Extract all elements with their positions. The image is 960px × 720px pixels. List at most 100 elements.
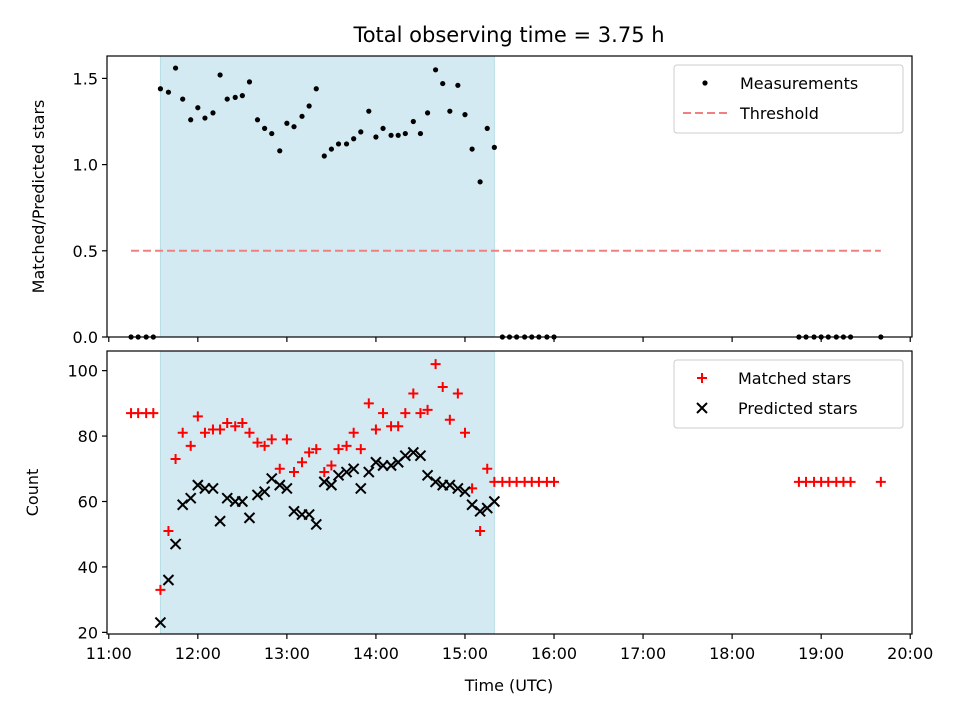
x-tick-label: 12:00: [175, 644, 221, 663]
chart-title: Total observing time = 3.75 h: [352, 23, 664, 47]
predicted-star-point: [355, 482, 367, 495]
matched-star-point: [378, 408, 389, 419]
predicted-star-point: [459, 485, 471, 498]
matched-star-point: [185, 440, 196, 451]
y-tick-label: 100: [67, 362, 98, 381]
legend-marker: [697, 373, 707, 383]
matched-star-point: [348, 427, 359, 438]
matched-star-point: [266, 434, 277, 445]
measurement-point: [306, 103, 312, 109]
measurement-point: [165, 89, 172, 95]
measurement-point: [313, 86, 319, 92]
measurement-point: [462, 112, 468, 118]
x-tick-label: 16:00: [531, 644, 577, 663]
predicted-star-point: [274, 479, 286, 491]
legend-box: [673, 64, 904, 134]
matched-star-point: [549, 476, 560, 487]
predicted-star-point: [162, 574, 175, 586]
matched-star-point: [237, 417, 248, 428]
legend-marker: [696, 402, 708, 414]
measurement-point: [210, 110, 216, 116]
predicted-star-point: [452, 482, 464, 495]
predicted-star-point: [288, 505, 300, 518]
series-matched-stars: [126, 359, 886, 595]
y-tick-label: 80: [78, 427, 98, 446]
legend-box: [673, 359, 904, 429]
measurement-point: [202, 115, 208, 121]
measurement-point: [277, 148, 283, 154]
matched-star-point: [259, 440, 270, 451]
x-tick-label: 13:00: [264, 644, 310, 663]
legend-label: Measurements: [740, 74, 858, 93]
measurement-point: [217, 72, 223, 78]
predicted-star-point: [303, 508, 315, 521]
matched-star-point: [311, 444, 322, 455]
x-axis-label: Time (UTC): [464, 676, 553, 695]
predicted-star-point: [176, 499, 189, 511]
matched-star-point: [482, 463, 493, 474]
measurement-point: [410, 118, 416, 125]
series-measurements: [128, 65, 884, 340]
y-tick-label: 0.0: [73, 328, 98, 347]
matched-star-point: [437, 381, 448, 392]
matched-star-point: [459, 427, 470, 438]
legend-label: Matched stars: [738, 369, 851, 388]
matched-star-point: [333, 444, 344, 455]
predicted-star-point: [429, 476, 442, 488]
legend-marker: [702, 80, 708, 86]
predicted-star-point: [488, 495, 501, 508]
series-predicted-stars: [154, 446, 501, 629]
matched-star-point: [875, 476, 886, 487]
measurement-point: [351, 136, 357, 142]
legend: Matched stars Predicted stars: [673, 359, 904, 429]
measurement-point: [269, 130, 275, 137]
matched-star-point: [452, 388, 463, 399]
ratio-panel: 0.0 0.5 1.0 1.5 Matched/Predicted stars Measu…: [29, 55, 913, 347]
measurement-point: [440, 80, 446, 87]
matched-star-point: [177, 427, 188, 438]
y-tick-label: 20: [78, 623, 98, 642]
matched-star-point: [304, 447, 315, 458]
predicted-star-point: [340, 466, 353, 478]
predicted-star-point: [318, 476, 330, 488]
matched-star-point: [163, 525, 174, 536]
matched-star-point: [297, 457, 308, 468]
predicted-star-point: [221, 492, 233, 504]
count-panel: 20 40 60 80 100 11:00 12:00 13:00 14:00 15:00 16:0…: [23, 350, 933, 663]
legend: Measurements Threshold: [673, 64, 904, 134]
measurement-point: [358, 129, 364, 135]
predicted-star-point: [407, 446, 420, 459]
matched-star-point: [148, 408, 159, 419]
matched-star-point: [155, 584, 166, 595]
measurement-point: [321, 153, 327, 159]
x-tick-label: 17:00: [620, 644, 666, 663]
measurement-point: [328, 146, 335, 152]
predicted-star-point: [414, 449, 427, 462]
y-tick-label: 40: [78, 558, 98, 577]
matched-star-point: [326, 460, 337, 471]
measurement-point: [469, 146, 475, 152]
predicted-star-point: [444, 479, 456, 491]
matched-star-point: [281, 434, 292, 445]
x-tick-label: 18:00: [709, 644, 755, 663]
matched-star-point: [215, 424, 226, 435]
axes-frame: [106, 55, 913, 338]
x-tick-label: 11:00: [86, 644, 132, 663]
measurement-point: [491, 144, 497, 150]
x-tick-label: 15:00: [442, 644, 488, 663]
matched-star-point: [244, 427, 255, 438]
predicted-star-point: [385, 459, 397, 472]
predicted-star-point: [281, 482, 293, 495]
predicted-star-point: [258, 485, 271, 498]
predicted-star-point: [325, 479, 338, 491]
y-tick-label: 0.5: [73, 242, 98, 261]
x-tick-label: 20:00: [887, 644, 933, 663]
measurement-point: [388, 132, 394, 138]
measurement-point: [254, 117, 261, 123]
predicted-star-point: [251, 489, 264, 501]
measurement-point: [172, 65, 179, 71]
matched-star-point: [430, 359, 441, 370]
y-tick-label: 60: [78, 492, 98, 511]
y-tick-label: 1.0: [73, 156, 98, 175]
matched-star-point: [170, 453, 181, 464]
